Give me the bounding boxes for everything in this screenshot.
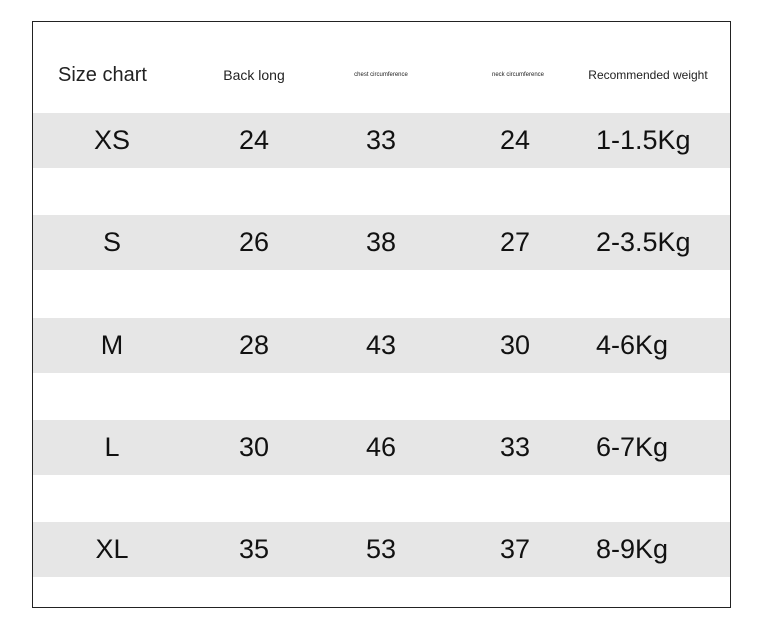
header-weight: Recommended weight — [588, 68, 708, 82]
table-row — [33, 215, 730, 271]
weight-cell: 6-7Kg — [596, 431, 669, 462]
table-row — [33, 317, 730, 373]
size-cell: S — [102, 227, 122, 258]
neck-cell: 37 — [499, 534, 531, 565]
chest-cell: 43 — [365, 329, 397, 360]
header-size-chart: Size chart — [58, 63, 147, 86]
chest-cell: 53 — [365, 534, 397, 565]
neck-cell: 30 — [499, 329, 531, 360]
weight-cell: 2-3.5Kg — [596, 227, 691, 258]
table-row — [33, 113, 730, 168]
weight-cell: 1-1.5Kg — [596, 125, 691, 155]
size-cell: L — [104, 431, 120, 462]
header-neck: neck circumference — [491, 72, 545, 78]
back-long-cell: 30 — [238, 431, 270, 462]
weight-cell: 4-6Kg — [596, 329, 669, 360]
back-long-cell: 26 — [238, 227, 270, 258]
chest-cell: 46 — [365, 431, 397, 462]
neck-cell: 24 — [499, 125, 531, 155]
header-back-long: Back long — [223, 67, 285, 83]
chest-cell: 38 — [365, 227, 397, 258]
neck-cell: 27 — [499, 227, 531, 258]
size-cell: XS — [93, 125, 131, 155]
table-row — [33, 419, 730, 475]
weight-cell: 8-9Kg — [596, 534, 669, 565]
chest-cell: 33 — [365, 125, 397, 155]
back-long-cell: 35 — [238, 534, 270, 565]
table-row — [33, 522, 730, 578]
size-chart-table — [32, 21, 731, 608]
neck-cell: 33 — [499, 431, 531, 462]
back-long-cell: 28 — [238, 329, 270, 360]
size-cell: XL — [95, 534, 129, 565]
size-cell: M — [100, 329, 124, 360]
header-chest: chest circumference — [354, 72, 408, 78]
back-long-cell: 24 — [238, 125, 270, 155]
